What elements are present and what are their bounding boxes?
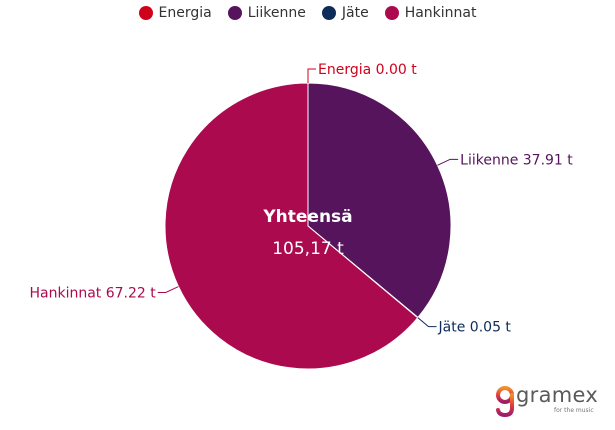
legend-swatch: [321, 6, 336, 20]
data-label-liikenne: Liikenne 37.91 t: [460, 152, 573, 168]
legend-swatch: [227, 6, 242, 20]
gramex-logo-icon: [496, 386, 514, 418]
legend-swatch: [138, 6, 153, 20]
logo-text: gramex: [516, 383, 599, 407]
center-title: Yhteensä: [262, 207, 352, 227]
data-label-hankinnat: Hankinnat 67.22 t: [29, 285, 156, 301]
pie-slices: [164, 82, 452, 370]
label-connector: [307, 68, 316, 83]
legend-swatch: [384, 6, 399, 20]
gramex-logo: gramex for the music: [494, 383, 598, 418]
legend-label: Jäte: [341, 5, 369, 21]
legend-item-2[interactable]: Jäte: [321, 5, 369, 21]
data-label-energia: Energia 0.00 t: [318, 62, 417, 78]
label-connector: [417, 317, 437, 328]
legend-item-0[interactable]: Energia: [138, 5, 212, 21]
label-connectors: [157, 68, 459, 328]
label-connector: [437, 158, 459, 166]
pie-slice-liikenne[interactable]: [307, 82, 452, 319]
legend-label: Hankinnat: [404, 5, 477, 21]
data-labels: Energia 0.00 t Liikenne 37.91 t Jäte 0.05 …: [29, 62, 573, 336]
legend-item-3[interactable]: Hankinnat: [384, 5, 477, 21]
logo-tagline: for the music: [554, 407, 594, 414]
data-label-jäte: Jäte 0.05 t: [438, 320, 512, 336]
legend-label: Liikenne: [247, 5, 306, 21]
center-value: 105,17 t: [272, 239, 344, 259]
chart-legend: Energia Liikenne Jäte Hankinnat: [0, 5, 615, 21]
legend-label: Energia: [158, 5, 212, 21]
legend-item-1[interactable]: Liikenne: [227, 5, 306, 21]
label-connector: [157, 286, 179, 293]
